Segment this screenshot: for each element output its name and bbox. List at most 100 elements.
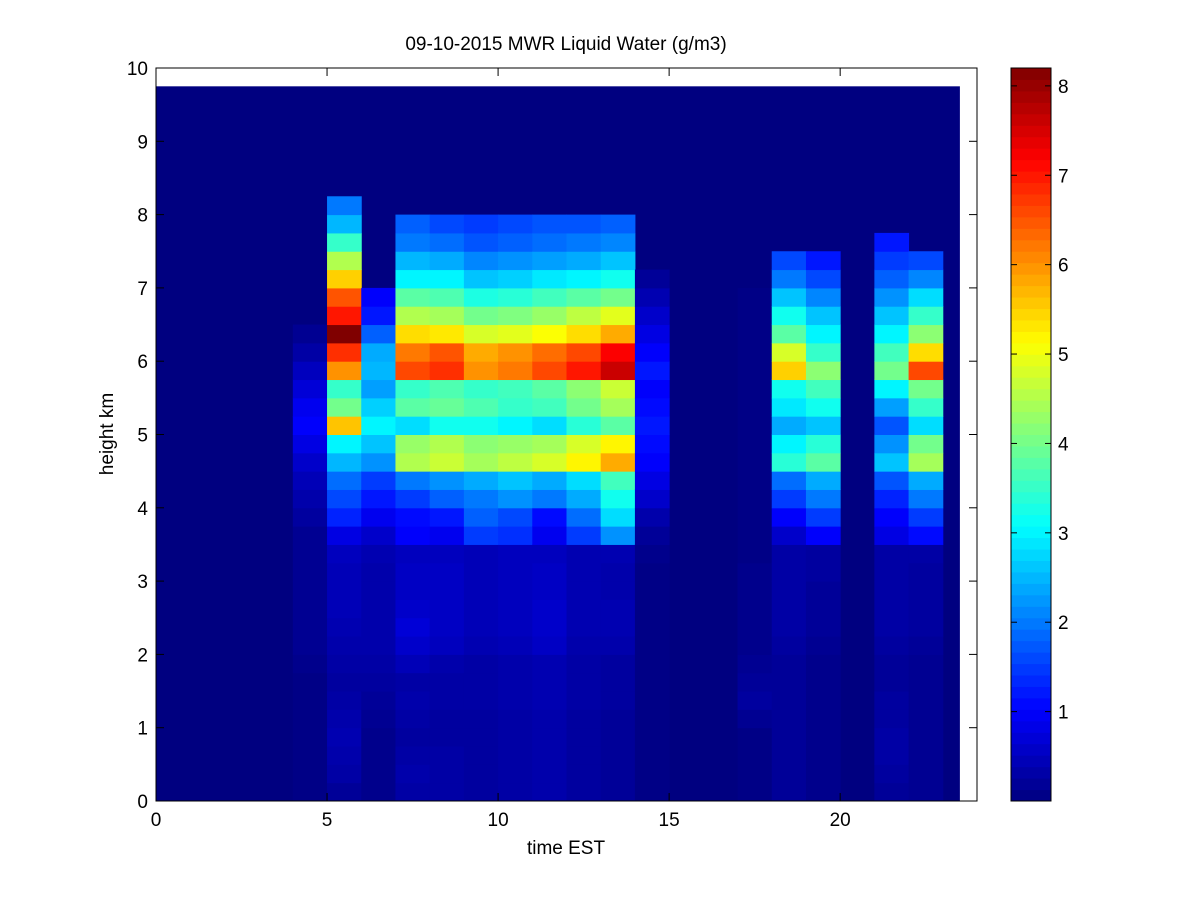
heatmap-cell bbox=[498, 764, 533, 784]
heatmap-cell bbox=[874, 617, 910, 637]
heatmap-cell bbox=[463, 434, 499, 454]
heatmap-cell bbox=[463, 342, 499, 362]
heatmap-cell bbox=[600, 434, 636, 454]
heatmap-cell bbox=[498, 544, 533, 564]
heatmap-cell bbox=[908, 581, 944, 600]
heatmap-cell bbox=[395, 764, 431, 784]
heatmap-cell bbox=[532, 746, 567, 765]
heatmap-cell bbox=[874, 324, 910, 344]
heatmap-cell bbox=[908, 379, 944, 399]
heatmap-cell bbox=[361, 581, 396, 600]
heatmap-cell bbox=[429, 269, 465, 289]
heatmap-cell bbox=[600, 416, 636, 435]
heatmap-cell bbox=[737, 544, 773, 564]
heatmap-cell bbox=[805, 434, 841, 454]
heatmap-cell bbox=[634, 562, 670, 582]
colorbar-swatch bbox=[1011, 732, 1051, 745]
heatmap-cell bbox=[292, 416, 328, 435]
heatmap-cell bbox=[874, 416, 910, 435]
heatmap-cell bbox=[908, 471, 944, 490]
colorbar-swatch bbox=[1011, 331, 1051, 344]
x-tick-label: 10 bbox=[488, 810, 509, 831]
heatmap-cell bbox=[908, 306, 944, 326]
heatmap-cell bbox=[463, 764, 499, 784]
heatmap-cell bbox=[908, 269, 944, 289]
heatmap-cell bbox=[429, 397, 465, 417]
heatmap-cell bbox=[771, 526, 807, 545]
heatmap-cell bbox=[805, 251, 841, 271]
heatmap-cell bbox=[498, 691, 533, 710]
heatmap-cell bbox=[566, 507, 602, 527]
heatmap-cell bbox=[532, 397, 567, 417]
heatmap-cell bbox=[532, 636, 567, 655]
colorbar-tick-label: 4 bbox=[1058, 434, 1069, 455]
heatmap-cell bbox=[361, 599, 396, 619]
heatmap-cell bbox=[737, 471, 773, 490]
heatmap-cell bbox=[737, 452, 773, 472]
heatmap-cell bbox=[600, 691, 636, 710]
heatmap-cell bbox=[737, 416, 773, 435]
heatmap-cell bbox=[771, 342, 807, 362]
heatmap-cell bbox=[566, 764, 602, 784]
heatmap-cell bbox=[429, 727, 465, 747]
heatmap-cell bbox=[292, 471, 328, 490]
heatmap-cell bbox=[771, 269, 807, 289]
heatmap-cell bbox=[361, 672, 396, 692]
heatmap-cell bbox=[566, 287, 602, 307]
colorbar-swatch bbox=[1011, 354, 1051, 367]
heatmap-cell bbox=[395, 581, 431, 600]
heatmap-cell bbox=[737, 324, 773, 344]
heatmap-cell bbox=[292, 727, 328, 747]
heatmap-cell bbox=[908, 452, 944, 472]
heatmap-cell bbox=[771, 287, 807, 307]
heatmap-cell bbox=[874, 526, 910, 545]
heatmap-cell bbox=[566, 746, 602, 765]
heatmap-cell bbox=[600, 617, 636, 637]
heatmap-cell bbox=[600, 562, 636, 582]
heatmap-cell bbox=[566, 599, 602, 619]
heatmap-cell bbox=[429, 434, 465, 454]
heatmap-cell bbox=[327, 599, 362, 619]
heatmap-cell bbox=[532, 324, 567, 344]
heatmap-cell bbox=[292, 691, 328, 710]
colorbar-swatch bbox=[1011, 560, 1051, 573]
heatmap-cell bbox=[498, 636, 533, 655]
heatmap-cell bbox=[463, 232, 499, 252]
heatmap-cell bbox=[292, 709, 328, 729]
heatmap-cell bbox=[737, 782, 773, 802]
heatmap-cell bbox=[429, 672, 465, 692]
heatmap-cell bbox=[463, 361, 499, 381]
y-axis: 0 1 2 3 4 5 6 7 8 9 10 bbox=[127, 59, 977, 813]
heatmap-cell bbox=[634, 416, 670, 435]
heatmap-cell bbox=[395, 636, 431, 655]
heatmap-cell bbox=[292, 361, 328, 381]
heatmap-cell bbox=[737, 709, 773, 729]
heatmap-cell bbox=[292, 581, 328, 600]
heatmap-cell bbox=[292, 452, 328, 472]
heatmap-cell bbox=[874, 287, 910, 307]
heatmap-cell bbox=[908, 397, 944, 417]
heatmap-cell bbox=[327, 269, 362, 289]
heatmap-cell bbox=[634, 636, 670, 655]
heatmap-cell bbox=[634, 452, 670, 472]
heatmap-cell bbox=[395, 361, 431, 381]
heatmap-cell bbox=[566, 232, 602, 252]
heatmap-cell bbox=[498, 709, 533, 729]
heatmap-cell bbox=[395, 287, 431, 307]
heatmap-cell bbox=[498, 379, 533, 399]
heatmap-cell bbox=[874, 709, 910, 729]
heatmap-cell bbox=[737, 672, 773, 692]
heatmap-cell bbox=[429, 379, 465, 399]
heatmap-cell bbox=[463, 709, 499, 729]
heatmap-cell bbox=[566, 342, 602, 362]
y-tick-label: 8 bbox=[137, 206, 148, 227]
heatmap-cell bbox=[805, 562, 841, 582]
heatmap-cell bbox=[429, 287, 465, 307]
heatmap-cell bbox=[600, 324, 636, 344]
heatmap-cell bbox=[634, 599, 670, 619]
heatmap-cell bbox=[874, 342, 910, 362]
colorbar-swatch bbox=[1011, 377, 1051, 390]
heatmap-cell bbox=[634, 544, 670, 564]
colorbar-swatch bbox=[1011, 251, 1051, 264]
heatmap-cell bbox=[805, 709, 841, 729]
